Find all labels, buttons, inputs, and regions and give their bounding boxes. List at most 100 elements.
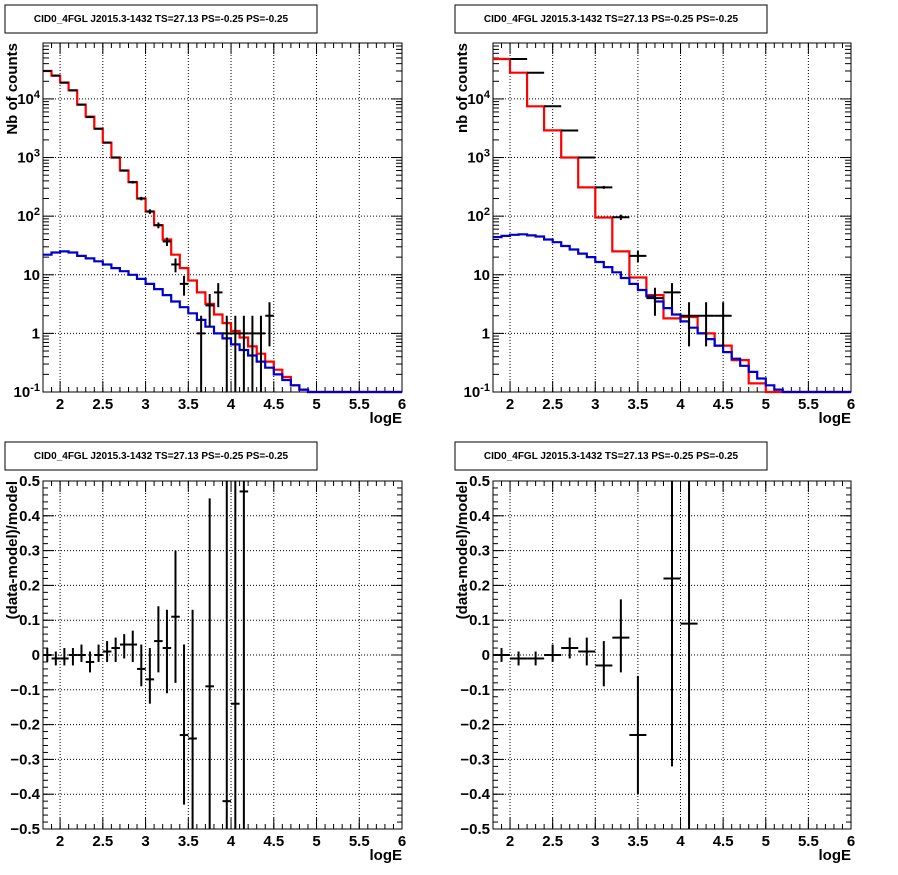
x-tick-label: 2.5 bbox=[92, 396, 113, 413]
x-tick-label: 2.5 bbox=[92, 833, 113, 850]
data-point bbox=[239, 315, 249, 392]
y-tick-label: 1 bbox=[482, 325, 490, 342]
data-point bbox=[578, 637, 596, 666]
data-point bbox=[544, 105, 562, 108]
y-tick-label: 0.5 bbox=[19, 473, 40, 490]
y-axis-label: (data-model)/model bbox=[4, 481, 21, 619]
data-point bbox=[111, 156, 120, 159]
data-point bbox=[60, 648, 69, 666]
x-axis-label: logE bbox=[370, 410, 403, 427]
plot-frame bbox=[492, 42, 852, 393]
x-tick-label: 5 bbox=[312, 833, 320, 850]
x-tick-label: 2 bbox=[506, 396, 514, 413]
data-point bbox=[680, 481, 698, 829]
data-point bbox=[111, 637, 120, 662]
data-point bbox=[561, 129, 579, 132]
y-tick-label: 1 bbox=[32, 325, 40, 342]
data-point bbox=[697, 302, 715, 347]
data-point bbox=[510, 651, 528, 666]
data-point bbox=[265, 302, 274, 347]
data-point bbox=[94, 127, 103, 130]
y-tick-label: −0.1 bbox=[460, 682, 490, 699]
x-tick-label: 3.5 bbox=[627, 833, 648, 850]
x-axis-label: logE bbox=[370, 847, 403, 864]
data-point bbox=[578, 156, 596, 159]
data-point bbox=[256, 315, 266, 392]
y-tick-label: 103 bbox=[17, 148, 40, 167]
y-tick-label: 10-1 bbox=[14, 382, 40, 401]
x-tick-label: 6 bbox=[398, 396, 406, 413]
data-point bbox=[137, 196, 146, 201]
y-tick-label: 0.4 bbox=[19, 508, 41, 525]
data-point bbox=[154, 222, 163, 229]
x-tick-label: 5 bbox=[762, 833, 770, 850]
y-tick-label: 10 bbox=[23, 267, 40, 284]
y-tick-label: 0 bbox=[32, 647, 40, 664]
data-point bbox=[493, 648, 511, 662]
x-tick-label: 5 bbox=[762, 396, 770, 413]
x-tick-label: 4.5 bbox=[263, 833, 284, 850]
data-point bbox=[239, 481, 249, 829]
x-tick-label: 5.5 bbox=[798, 396, 819, 413]
x-tick-label: 5.5 bbox=[349, 396, 370, 413]
data-point bbox=[77, 644, 86, 662]
y-tick-label: 0.1 bbox=[19, 612, 40, 629]
histogram-series-0 bbox=[43, 69, 402, 394]
data-point bbox=[171, 258, 180, 273]
x-tick-label: 4 bbox=[227, 833, 236, 850]
y-tick-label: 104 bbox=[467, 89, 491, 108]
data-point bbox=[196, 315, 206, 392]
x-tick-label: 2.5 bbox=[542, 396, 563, 413]
x-tick-label: 6 bbox=[398, 833, 406, 850]
x-tick-label: 3 bbox=[141, 396, 149, 413]
data-point bbox=[77, 103, 86, 106]
x-tick-label: 3 bbox=[591, 396, 599, 413]
data-point bbox=[213, 283, 223, 308]
x-tick-label: 3.5 bbox=[178, 396, 199, 413]
data-point bbox=[102, 141, 112, 144]
chart-title: CID0_4FGL J2015.3-1432 TS=27.13 PS=-0.25… bbox=[484, 14, 739, 25]
data-point bbox=[222, 481, 232, 829]
plot-panel-top-right: CID0_4FGL J2015.3-1432 TS=27.13 PS=-0.25… bbox=[454, 4, 855, 427]
data-point bbox=[128, 180, 138, 184]
x-tick-label: 3.5 bbox=[178, 833, 199, 850]
data-point bbox=[85, 116, 95, 119]
y-tick-label: 10 bbox=[473, 267, 490, 284]
chart-title: CID0_4FGL J2015.3-1432 TS=27.13 PS=-0.25… bbox=[34, 451, 289, 462]
data-point bbox=[102, 641, 112, 662]
x-tick-label: 5.5 bbox=[798, 833, 819, 850]
data-point bbox=[714, 302, 732, 347]
data-point bbox=[231, 315, 240, 392]
data-point bbox=[85, 651, 95, 673]
data-point bbox=[205, 498, 214, 829]
y-tick-label: −0.3 bbox=[10, 751, 40, 768]
data-point bbox=[179, 275, 189, 296]
y-tick-label: 10-1 bbox=[464, 382, 490, 401]
x-axis-label: logE bbox=[819, 847, 852, 864]
histogram-series-0 bbox=[493, 57, 851, 394]
y-tick-label: −0.1 bbox=[10, 682, 40, 699]
title-box bbox=[454, 4, 768, 34]
data-point bbox=[663, 481, 681, 767]
data-point bbox=[595, 185, 613, 189]
chart-title: CID0_4FGL J2015.3-1432 TS=27.13 PS=-0.25… bbox=[34, 14, 289, 25]
data-point bbox=[179, 644, 189, 805]
data-point bbox=[128, 630, 138, 662]
x-tick-label: 4.5 bbox=[263, 396, 284, 413]
x-tick-label: 4 bbox=[676, 396, 685, 413]
data-point bbox=[205, 293, 214, 327]
y-tick-label: 0.5 bbox=[469, 473, 490, 490]
data-point bbox=[629, 675, 647, 795]
y-tick-label: 0.2 bbox=[19, 577, 40, 594]
data-point bbox=[119, 169, 129, 172]
plot-frame bbox=[42, 42, 403, 393]
data-point bbox=[94, 644, 103, 662]
y-tick-label: −0.3 bbox=[460, 751, 490, 768]
y-axis-label: nb of counts bbox=[454, 43, 471, 133]
x-tick-label: 2.5 bbox=[542, 833, 563, 850]
y-tick-label: 102 bbox=[467, 206, 490, 225]
y-tick-label: 0.2 bbox=[469, 577, 490, 594]
y-axis-label: Nb of counts bbox=[4, 43, 21, 135]
data-point bbox=[561, 637, 579, 659]
title-box bbox=[4, 4, 318, 34]
